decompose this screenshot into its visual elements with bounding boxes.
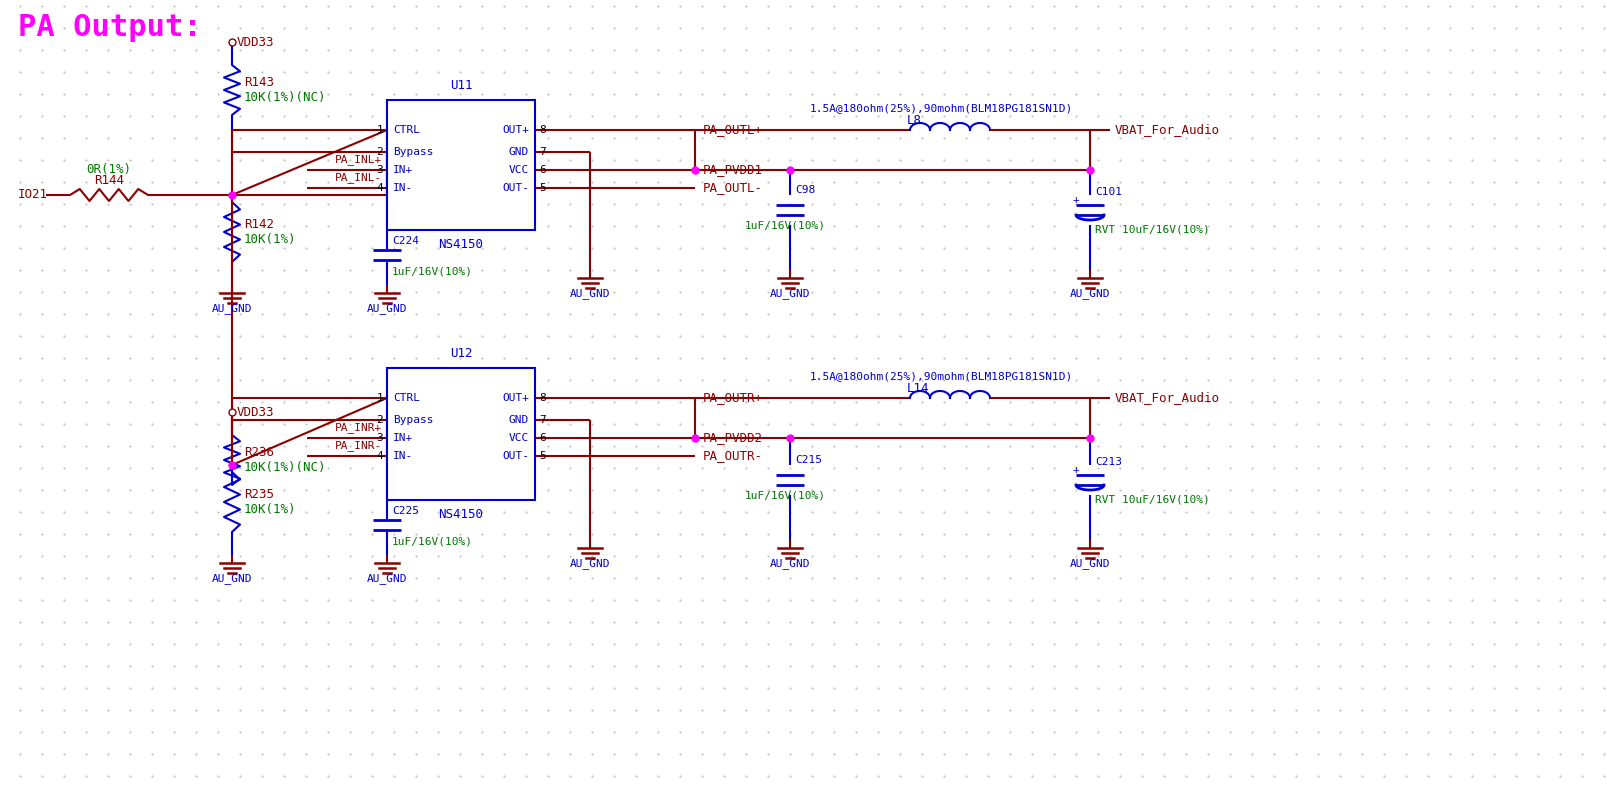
Text: R143: R143 (244, 76, 275, 88)
Text: 3: 3 (376, 433, 382, 443)
Text: PA_PVDD2: PA_PVDD2 (702, 431, 763, 444)
Text: 10K(1%): 10K(1%) (244, 233, 297, 247)
Text: 5: 5 (538, 183, 546, 193)
Text: 4: 4 (376, 451, 382, 461)
Text: VBAT_For_Audio: VBAT_For_Audio (1115, 123, 1220, 136)
Text: 1uF/16V(10%): 1uF/16V(10%) (392, 536, 472, 546)
Text: 3: 3 (376, 165, 382, 175)
Bar (387, 368, 535, 500)
Text: PA_PVDD1: PA_PVDD1 (702, 163, 763, 177)
Text: 1.5A@180ohm(25%),90mohm(BLM18PG181SN1D): 1.5A@180ohm(25%),90mohm(BLM18PG181SN1D) (810, 103, 1073, 113)
Text: C225: C225 (392, 506, 419, 516)
Text: RVT 10uF/16V(10%): RVT 10uF/16V(10%) (1094, 225, 1210, 235)
Text: 7: 7 (538, 147, 546, 157)
Text: OUT+: OUT+ (501, 125, 529, 135)
Text: PA_OUTL+: PA_OUTL+ (702, 123, 763, 136)
Text: NS4150: NS4150 (439, 508, 484, 521)
Text: AU_GND: AU_GND (770, 288, 810, 299)
Text: PA_INL-: PA_INL- (334, 173, 382, 183)
Text: 7: 7 (538, 415, 546, 425)
Text: AU_GND: AU_GND (770, 559, 810, 569)
Text: C98: C98 (795, 185, 815, 195)
Text: VDD33: VDD33 (236, 36, 275, 49)
Text: IN+: IN+ (394, 433, 413, 443)
Text: 1: 1 (376, 393, 382, 403)
Text: PA_INL+: PA_INL+ (334, 154, 382, 166)
Text: OUT+: OUT+ (501, 393, 529, 403)
Text: +: + (1072, 195, 1080, 205)
Text: 10K(1%)(NC): 10K(1%)(NC) (244, 92, 326, 104)
Text: PA_INR-: PA_INR- (334, 440, 382, 451)
Text: VCC: VCC (509, 433, 529, 443)
Text: R235: R235 (244, 487, 275, 501)
Text: 10K(1%)(NC): 10K(1%)(NC) (244, 462, 326, 474)
Text: AU_GND: AU_GND (212, 574, 252, 584)
Text: L14: L14 (906, 381, 929, 395)
Text: 8: 8 (538, 393, 546, 403)
Text: Bypass: Bypass (394, 415, 434, 425)
Text: OUT-: OUT- (501, 451, 529, 461)
Text: 0R(1%): 0R(1%) (87, 162, 132, 175)
Text: 5: 5 (538, 451, 546, 461)
Text: C224: C224 (392, 236, 419, 246)
Text: 8: 8 (538, 125, 546, 135)
Text: 1uF/16V(10%): 1uF/16V(10%) (392, 266, 472, 276)
Text: PA_OUTR-: PA_OUTR- (702, 450, 763, 462)
Text: IN-: IN- (394, 451, 413, 461)
Text: 6: 6 (538, 165, 546, 175)
Text: GND: GND (509, 147, 529, 157)
Text: AU_GND: AU_GND (1070, 288, 1110, 299)
Text: PA Output:: PA Output: (18, 14, 202, 42)
Text: AU_GND: AU_GND (1070, 559, 1110, 569)
Text: GND: GND (509, 415, 529, 425)
Text: AU_GND: AU_GND (570, 288, 611, 299)
Text: U11: U11 (450, 79, 472, 92)
Text: AU_GND: AU_GND (212, 303, 252, 314)
Text: 4: 4 (376, 183, 382, 193)
Text: R144: R144 (93, 174, 124, 188)
Text: VBAT_For_Audio: VBAT_For_Audio (1115, 392, 1220, 404)
Text: 6: 6 (538, 433, 546, 443)
Text: NS4150: NS4150 (439, 238, 484, 251)
Text: 1uF/16V(10%): 1uF/16V(10%) (744, 220, 826, 230)
Text: AU_GND: AU_GND (570, 559, 611, 569)
Text: IO21: IO21 (18, 189, 48, 201)
Text: L8: L8 (906, 114, 922, 127)
Text: VCC: VCC (509, 165, 529, 175)
Text: PA_OUTR+: PA_OUTR+ (702, 392, 763, 404)
Text: 10K(1%): 10K(1%) (244, 504, 297, 517)
Text: U12: U12 (450, 347, 472, 360)
Text: RVT 10uF/16V(10%): RVT 10uF/16V(10%) (1094, 495, 1210, 505)
Text: R142: R142 (244, 217, 275, 231)
Text: PA_INR+: PA_INR+ (334, 423, 382, 434)
Text: 1.5A@180ohm(25%),90mohm(BLM18PG181SN1D): 1.5A@180ohm(25%),90mohm(BLM18PG181SN1D) (810, 371, 1073, 381)
Text: 1: 1 (376, 125, 382, 135)
Text: IN+: IN+ (394, 165, 413, 175)
Text: CTRL: CTRL (394, 393, 419, 403)
Text: 1uF/16V(10%): 1uF/16V(10%) (744, 490, 826, 500)
Text: +: + (1072, 465, 1080, 475)
Text: PA_OUTL-: PA_OUTL- (702, 181, 763, 194)
Text: C215: C215 (795, 455, 823, 465)
Text: Bypass: Bypass (394, 147, 434, 157)
Text: OUT-: OUT- (501, 183, 529, 193)
Text: IN-: IN- (394, 183, 413, 193)
Text: AU_GND: AU_GND (366, 574, 407, 584)
Text: 2: 2 (376, 147, 382, 157)
Text: VDD33: VDD33 (236, 405, 275, 419)
Text: R236: R236 (244, 446, 275, 458)
Text: C213: C213 (1094, 457, 1122, 467)
Bar (387, 100, 535, 230)
Text: CTRL: CTRL (394, 125, 419, 135)
Text: C101: C101 (1094, 187, 1122, 197)
Text: AU_GND: AU_GND (366, 303, 407, 314)
Text: 2: 2 (376, 415, 382, 425)
